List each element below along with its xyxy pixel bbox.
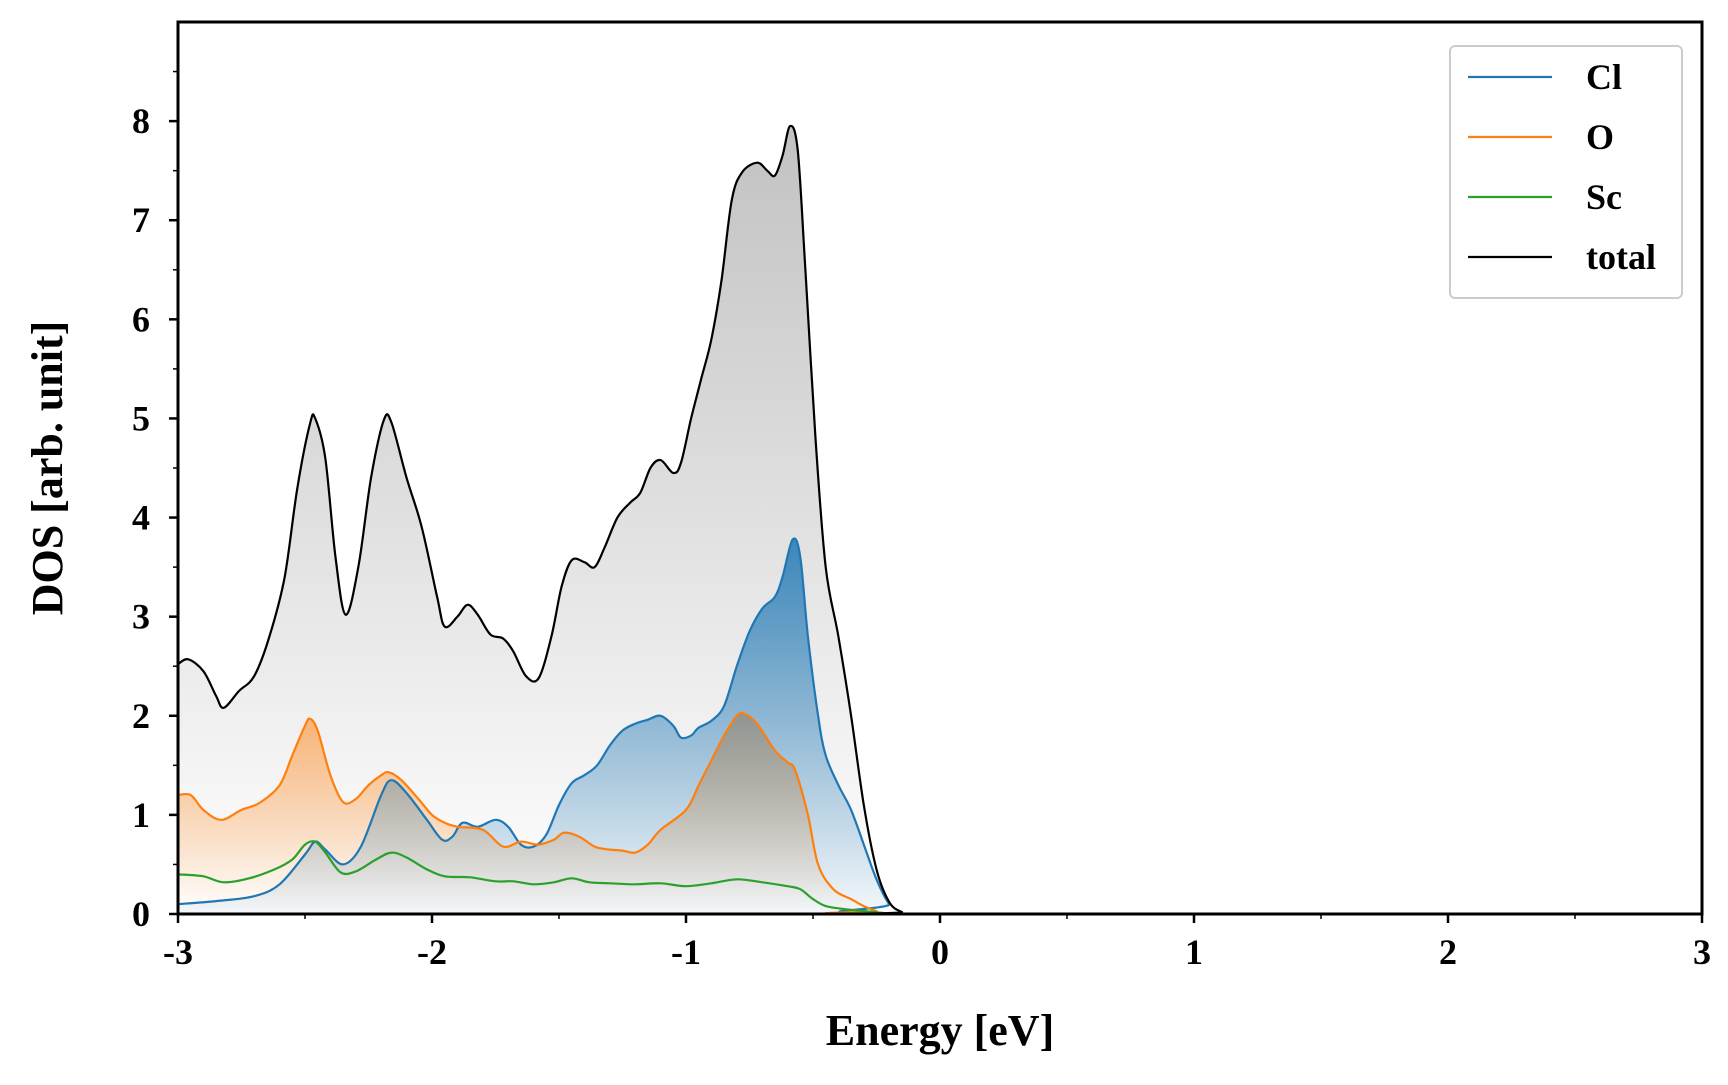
series-line-sc [177,840,1702,916]
x-tick-label: 3 [1693,932,1711,972]
y-tick-label: 6 [132,299,150,339]
y-axis-ticks: 0 1 2 3 4 5 6 7 8 [132,70,178,934]
x-tick-label: -3 [163,932,193,972]
legend-label-total: total [1586,237,1656,277]
y-tick-label: 5 [132,398,150,438]
x-axis-label: Energy [eV] [826,1006,1055,1055]
x-tick-label: 0 [931,932,949,972]
series-line-total [177,124,1702,916]
legend-label-o: O [1586,117,1614,157]
series-line-cl [177,537,1702,916]
series-line-o [177,711,1702,916]
x-axis-ticks: -3 -2 -1 0 1 2 3 [163,914,1711,972]
y-axis-label: DOS [arb. unit] [23,321,72,616]
legend-label-cl: Cl [1586,57,1622,97]
legend-label-sc: Sc [1586,177,1622,217]
series-lines [177,124,1702,916]
x-tick-label: 2 [1439,932,1457,972]
area-total [178,125,1702,914]
area-cl [178,538,1702,914]
y-tick-label: 1 [132,795,150,835]
y-tick-label: 2 [132,696,150,736]
x-tick-label: 1 [1185,932,1203,972]
y-tick-label: 3 [132,597,150,637]
area-fills [178,125,1702,914]
x-tick-label: -1 [671,932,701,972]
legend-items: Cl O Sc total [1468,57,1656,277]
y-tick-label: 8 [132,101,150,141]
legend: Cl O Sc total [1449,45,1683,299]
y-tick-label: 4 [132,498,150,538]
legend-box [1449,45,1683,299]
x-tick-label: -2 [417,932,447,972]
y-tick-label: 7 [132,200,150,240]
y-tick-label: 0 [132,894,150,934]
